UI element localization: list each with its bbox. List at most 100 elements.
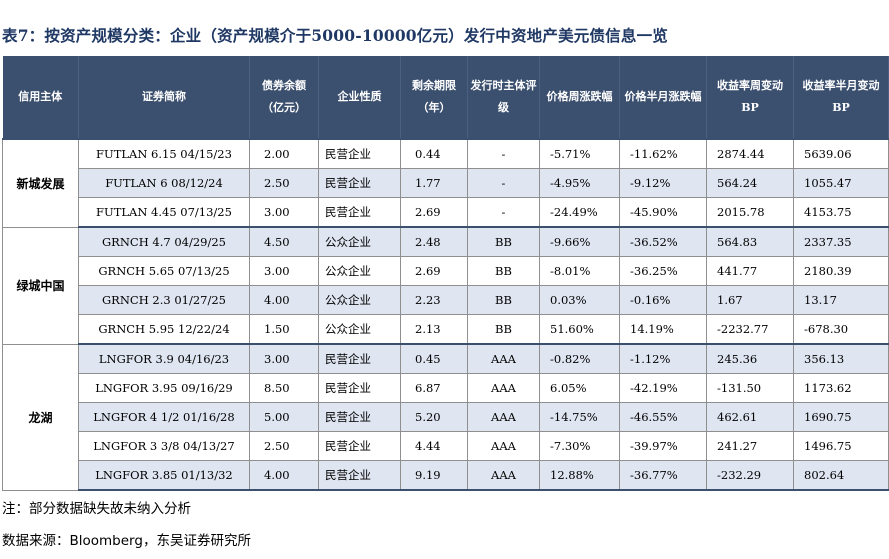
cell-term: 0.45 (400, 343, 468, 374)
cell-nature: 公众企业 (318, 285, 401, 315)
cell-name: LNGFOR 3.85 01/13/32 (78, 460, 250, 491)
cell-name: GRNCH 5.65 07/13/25 (78, 256, 250, 286)
header-row: 信用主体 证券简称 债券余额（亿元） 企业性质 剩余期限（年） 发行时主体评级 … (2, 56, 889, 139)
cell-balance: 3.00 (249, 197, 319, 228)
cell-yhm: -678.30 (793, 314, 889, 345)
cell-rating: BB (467, 314, 540, 345)
header-cell: 证券简称 (78, 56, 250, 139)
cell-balance: 2.50 (249, 431, 319, 461)
cell-rating: AAA (467, 402, 540, 432)
cell-yw: 564.83 (706, 226, 794, 257)
table-row: LNGFOR 3 3/8 04/13/27 2.50 民营企业 4.44 AAA -7.3… (3, 431, 889, 461)
issuer-cell: 龙湖 (2, 343, 79, 491)
cell-pw: -0.82% (539, 343, 620, 374)
cell-term: 2.69 (400, 197, 468, 228)
cell-yhm: 4153.75 (793, 197, 889, 228)
cell-pw: -24.49% (539, 197, 620, 228)
cell-balance: 3.00 (249, 343, 319, 374)
cell-term: 9.19 (400, 460, 468, 491)
cell-name: LNGFOR 3.95 09/16/29 (78, 373, 250, 403)
table-row: LNGFOR 3.85 01/13/32 4.00 民营企业 9.19 AAA 12.88… (3, 460, 889, 491)
cell-yhm: 2180.39 (793, 256, 889, 286)
header-cell: 剩余期限（年） (400, 56, 468, 139)
cell-pw: 12.88% (539, 460, 620, 491)
table-row: LNGFOR 4 1/2 01/16/28 5.00 民营企业 5.20 AAA -14.… (3, 402, 889, 432)
cell-nature: 民营企业 (318, 431, 401, 461)
cell-term: 4.44 (400, 431, 468, 461)
cell-yw: 462.61 (706, 402, 794, 432)
cell-yw: 564.24 (706, 168, 794, 198)
header-cell: 收益率半月变动BP (793, 56, 889, 139)
cell-phm: -39.97% (619, 431, 707, 461)
cell-balance: 3.00 (249, 256, 319, 286)
cell-name: GRNCH 4.7 04/29/25 (78, 226, 250, 257)
cell-rating: AAA (467, 373, 540, 403)
cell-pw: -9.66% (539, 226, 620, 257)
header-cell: 价格半月涨跌幅 (619, 56, 707, 139)
table-row: GRNCH 2.3 01/27/25 4.00 公众企业 2.23 BB 0.03% -0.… (3, 285, 889, 315)
header-cell: 发行时主体评级 (467, 56, 540, 139)
cell-name: FUTLAN 4.45 07/13/25 (78, 197, 250, 228)
cell-nature: 民营企业 (318, 168, 401, 198)
cell-rating: - (467, 168, 540, 198)
table-title: 表7：按资产规模分类：企业（资产规模介于5000-10000亿元）发行中资地产美… (2, 26, 668, 45)
cell-name: FUTLAN 6.15 04/15/23 (78, 138, 250, 169)
cell-term: 2.69 (400, 256, 468, 286)
cell-phm: -0.16% (619, 285, 707, 315)
source-line: 数据来源：Bloomberg，东吴证券研究所 (2, 529, 251, 549)
footnote: 注：部分数据缺失故未纳入分析 (2, 501, 191, 517)
cell-nature: 民营企业 (318, 373, 401, 403)
cell-yhm: 1690.75 (793, 402, 889, 432)
cell-pw: 0.03% (539, 285, 620, 315)
cell-pw: -7.30% (539, 431, 620, 461)
cell-rating: - (467, 138, 540, 169)
cell-term: 2.23 (400, 285, 468, 315)
cell-rating: AAA (467, 343, 540, 374)
cell-name: GRNCH 5.95 12/22/24 (78, 314, 250, 345)
cell-yw: -232.29 (706, 460, 794, 491)
cell-term: 1.77 (400, 168, 468, 198)
source-text: Bloomberg，东吴证券研究所 (69, 533, 251, 549)
cell-nature: 民营企业 (318, 343, 401, 374)
cell-rating: BB (467, 285, 540, 315)
cell-balance: 5.00 (249, 402, 319, 432)
source-label: 数据来源： (2, 533, 70, 549)
cell-term: 5.20 (400, 402, 468, 432)
cell-yhm: 1055.47 (793, 168, 889, 198)
cell-pw: -5.71% (539, 138, 620, 169)
cell-yhm: 1496.75 (793, 431, 889, 461)
cell-balance: 2.50 (249, 168, 319, 198)
cell-phm: -1.12% (619, 343, 707, 374)
cell-term: 6.87 (400, 373, 468, 403)
cell-phm: -11.62% (619, 138, 707, 169)
cell-rating: - (467, 197, 540, 228)
cell-nature: 公众企业 (318, 226, 401, 257)
cell-yw: 1.67 (706, 285, 794, 315)
cell-yw: 245.36 (706, 343, 794, 374)
cell-rating: AAA (467, 460, 540, 491)
cell-nature: 民营企业 (318, 460, 401, 491)
cell-name: LNGFOR 3.9 04/16/23 (78, 343, 250, 374)
cell-phm: -46.55% (619, 402, 707, 432)
cell-yhm: 2337.35 (793, 226, 889, 257)
cell-name: LNGFOR 3 3/8 04/13/27 (78, 431, 250, 461)
cell-term: 2.48 (400, 226, 468, 257)
table-row: LNGFOR 3.95 09/16/29 8.50 民营企业 6.87 AAA 6.05%… (3, 373, 889, 403)
cell-phm: -45.90% (619, 197, 707, 228)
cell-balance: 4.00 (249, 460, 319, 491)
cell-name: GRNCH 2.3 01/27/25 (78, 285, 250, 315)
cell-phm: -36.25% (619, 256, 707, 286)
table-row: FUTLAN 6 08/12/24 2.50 民营企业 1.77- -4.95% -9.1… (3, 168, 889, 198)
cell-rating: BB (467, 226, 540, 257)
cell-yhm: 356.13 (793, 343, 889, 374)
header-cell: 价格周涨跌幅 (539, 56, 620, 139)
bond-table: 信用主体 证券简称 债券余额（亿元） 企业性质 剩余期限（年） 发行时主体评级 … (2, 56, 889, 491)
table-row: 新城发展 FUTLAN 6.15 04/15/23 2.00 民营企业 0.44- -5.… (2, 138, 889, 228)
cell-phm: -42.19% (619, 373, 707, 403)
cell-balance: 2.00 (249, 138, 319, 169)
cell-term: 0.44 (400, 138, 468, 169)
issuer-cell: 新城发展 (2, 138, 79, 228)
cell-balance: 8.50 (249, 373, 319, 403)
header-cell: 信用主体 (2, 56, 79, 139)
cell-yhm: 802.64 (793, 460, 889, 491)
